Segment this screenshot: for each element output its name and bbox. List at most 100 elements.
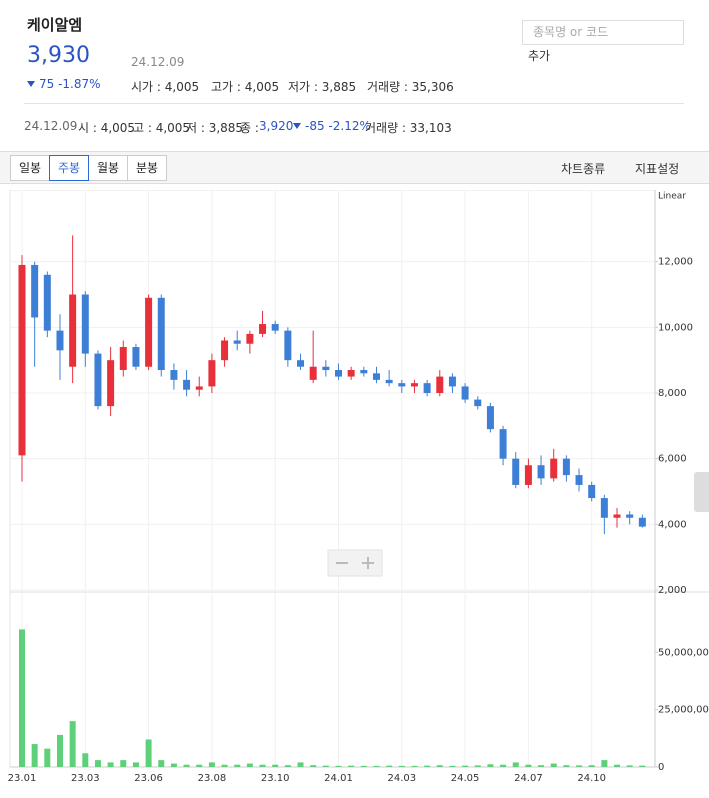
candle-body (448, 376, 456, 387)
volume-bar (158, 760, 165, 767)
volume-bar (297, 762, 304, 767)
volume-bar (500, 764, 507, 767)
tab[interactable]: 일봉 (10, 155, 50, 181)
volume-bar (462, 765, 469, 767)
candle-body (562, 458, 570, 476)
zoom-control (327, 549, 383, 577)
volume-bar (69, 721, 76, 767)
volume-bar (386, 765, 393, 767)
x-tick-label: 24.07 (514, 773, 543, 784)
volume-bar (639, 765, 646, 767)
candle-body (157, 297, 165, 371)
scale-label: Linear (658, 192, 686, 202)
candle-body (499, 429, 507, 459)
volume-bar (145, 739, 152, 767)
candle-body (18, 264, 26, 456)
candle-body (626, 514, 634, 518)
daily-volume: 거래량 : 33,103 (365, 121, 452, 135)
indicator-settings[interactable]: 지표설정 (635, 162, 680, 176)
candle-body (335, 370, 342, 377)
divider (24, 103, 684, 104)
x-tick-label: 23.06 (134, 773, 163, 784)
candle-body (638, 517, 646, 527)
candle-body (550, 458, 558, 479)
add-button[interactable]: 추가 (528, 49, 551, 63)
volume-bar (335, 765, 342, 767)
candle-body (461, 386, 469, 400)
candle-body (246, 333, 254, 344)
volume-bar (310, 765, 317, 767)
volume-bar (82, 753, 89, 767)
volume-bar (614, 764, 621, 767)
candle-body (575, 475, 583, 485)
candle-body (309, 366, 317, 380)
chart-type[interactable]: 차트종류 (561, 162, 606, 176)
volume-bar (424, 765, 431, 767)
y-tick-label: 6,000 (658, 454, 687, 465)
y-tick-label: 8,000 (658, 388, 687, 399)
change-text: 75 -1.87% (39, 77, 101, 91)
daily-stat: 시 : 4,005 (78, 121, 136, 135)
candle-body (69, 294, 77, 367)
volume-bar (170, 763, 177, 767)
daily-date: 24.12.09 (24, 119, 78, 133)
candle-body (195, 386, 203, 390)
candle-body (322, 366, 330, 371)
volume-bar (563, 765, 570, 767)
tab[interactable]: 분봉 (127, 155, 167, 181)
candle-body (56, 330, 64, 351)
volume-bar (246, 763, 253, 767)
daily-change-text: -85 -2.12% (305, 119, 371, 133)
candle-body (398, 383, 406, 387)
change: 75 -1.87% (27, 77, 101, 91)
volume-bar (626, 765, 633, 767)
candle-body (221, 340, 229, 361)
volume-bar (487, 764, 494, 767)
x-tick-label: 23.03 (71, 773, 100, 784)
x-tick-label: 24.10 (577, 773, 606, 784)
y-tick-label: 12,000 (658, 257, 693, 268)
candle-body (119, 347, 127, 371)
candle-body (259, 324, 267, 334)
volume-bar (538, 765, 545, 767)
volume-bar (411, 765, 418, 767)
daily-stat: 고 : 4,005 (133, 121, 191, 135)
candle-body (524, 465, 532, 485)
candle-body (170, 370, 178, 380)
candle-body (423, 383, 431, 393)
side-handle[interactable] (694, 472, 709, 512)
volume-bar (360, 765, 367, 767)
volume-bar (183, 764, 190, 767)
candle-body (486, 406, 494, 430)
candle-body (347, 370, 355, 377)
volume-bar (449, 765, 456, 767)
chart: 23.01 23.03 23.06 23.08 23.10 24.01 24.03 24.05… (8, 190, 709, 784)
volume-bar (601, 760, 608, 767)
tab[interactable]: 월봉 (88, 155, 128, 181)
candle-body (233, 340, 241, 344)
volume-bar (588, 765, 595, 767)
tab[interactable]: 주봉 (49, 155, 89, 181)
x-tick-label: 24.05 (451, 773, 480, 784)
stat: 고가 : 4,005 (211, 80, 280, 94)
candle-body (145, 297, 153, 367)
volume-bar (107, 762, 114, 767)
volume-bar (234, 764, 241, 767)
candle-body (31, 264, 39, 318)
candle-body (600, 498, 608, 518)
volume-bar (120, 760, 127, 767)
daily-close: 3,920 (259, 119, 294, 133)
y-tick-label: 10,000 (658, 322, 693, 333)
volume-bar (259, 764, 266, 767)
y-tick-label: 25,000,000 (658, 705, 709, 716)
volume-bar (373, 765, 380, 767)
candle-body (537, 465, 545, 479)
volume-bar (322, 765, 329, 767)
search-input[interactable]: 종목명 or 코드 (522, 20, 684, 45)
volume-bar (525, 764, 532, 767)
candle-body (360, 370, 368, 374)
daily-close-label: 종 : (240, 121, 259, 135)
candle-body (43, 274, 51, 331)
volume-bar (44, 748, 51, 767)
